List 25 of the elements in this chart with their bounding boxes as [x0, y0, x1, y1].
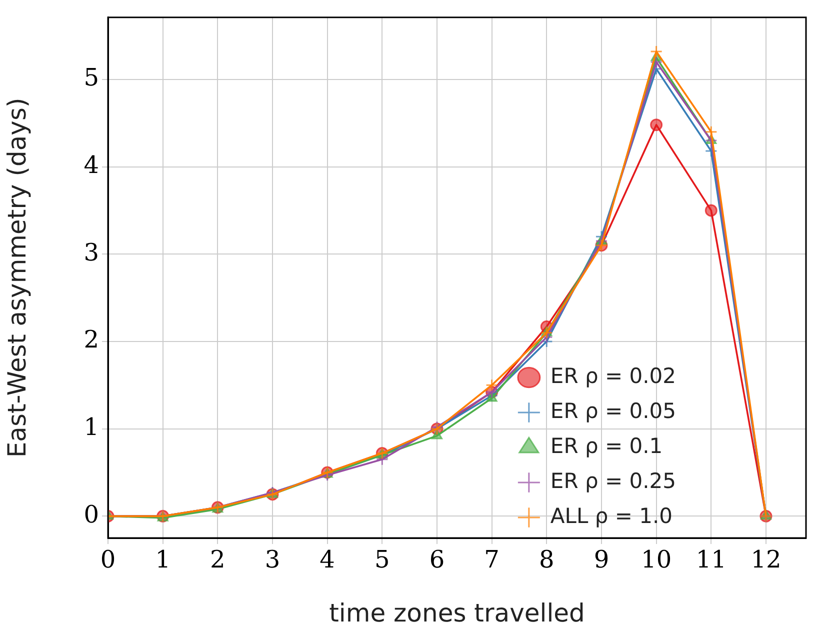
x-axis-title: time zones travelled — [329, 598, 585, 628]
x-tick-label: 7 — [484, 546, 500, 574]
x-tick-label: 9 — [594, 546, 610, 574]
y-tick-label: 0 — [84, 500, 99, 528]
x-tick-label: 5 — [374, 546, 390, 574]
legend-label: ALL ρ = 1.0 — [550, 504, 673, 528]
y-tick-label: 4 — [84, 151, 99, 179]
x-tick-label: 10 — [641, 546, 672, 574]
x-tick-label: 12 — [750, 546, 782, 574]
y-tick-label: 2 — [84, 326, 99, 354]
x-tick-label: 2 — [210, 546, 226, 574]
x-tick-label: 4 — [320, 546, 335, 574]
y-tick-label: 1 — [84, 413, 99, 442]
x-tick-label: 1 — [155, 546, 170, 574]
legend-label: ER ρ = 0.05 — [550, 398, 676, 423]
legend-label: ER ρ = 0.02 — [550, 364, 676, 388]
y-tick-label: 5 — [84, 64, 99, 92]
y-axis-title: East-West asymmetry (days) — [2, 98, 32, 458]
x-tick-label: 8 — [539, 546, 554, 574]
x-tick-label: 11 — [696, 546, 726, 574]
x-tick-label: 3 — [264, 546, 280, 574]
legend-label: ER ρ = 0.25 — [550, 468, 676, 493]
legend-label: ER ρ = 0.1 — [550, 434, 663, 458]
y-tick-label: 3 — [84, 238, 99, 266]
x-tick-label: 6 — [429, 546, 445, 574]
